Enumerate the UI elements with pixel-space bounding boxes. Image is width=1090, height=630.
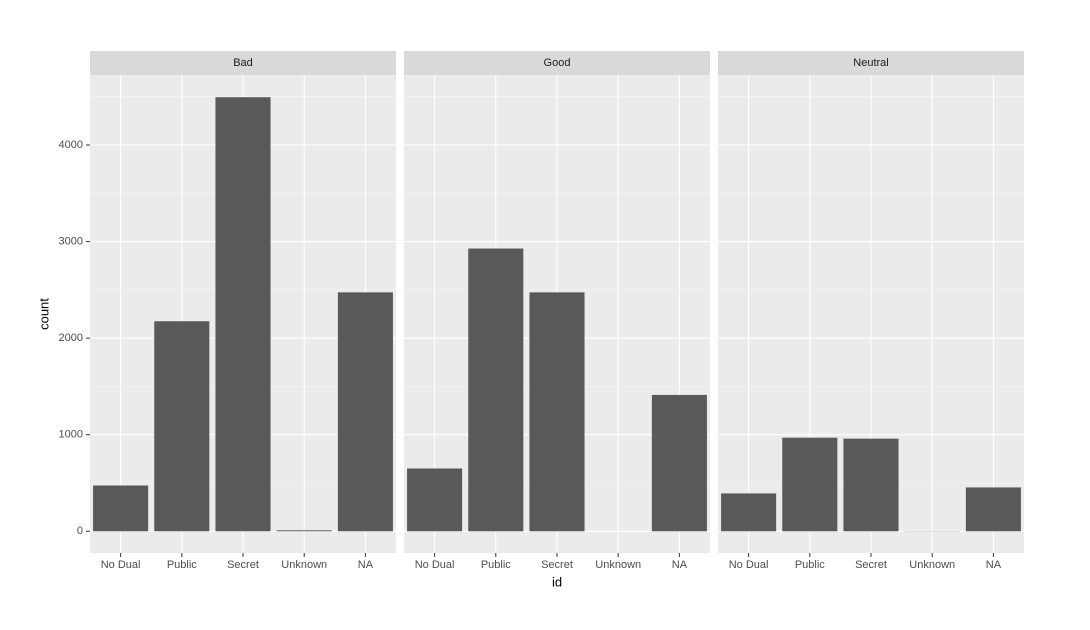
facet-title: Neutral xyxy=(853,57,888,69)
x-axis-title: id xyxy=(552,574,562,589)
y-tick-label: 3000 xyxy=(59,235,83,247)
y-tick-label: 4000 xyxy=(59,139,83,151)
x-tick-label: Public xyxy=(167,559,197,571)
x-tick-label: Secret xyxy=(541,559,573,571)
bar xyxy=(843,438,899,532)
strip xyxy=(718,51,1024,75)
strip xyxy=(90,51,396,75)
bar xyxy=(276,530,332,532)
x-tick-label: NA xyxy=(672,559,688,571)
bar xyxy=(529,292,585,532)
x-tick-label: Public xyxy=(481,559,511,571)
facet-title: Good xyxy=(544,57,571,69)
bar xyxy=(337,292,393,532)
x-tick-label: Public xyxy=(795,559,825,571)
x-tick-label: NA xyxy=(986,559,1002,571)
x-tick-label: NA xyxy=(358,559,374,571)
x-tick-label: Secret xyxy=(855,559,887,571)
x-tick-label: Secret xyxy=(227,559,259,571)
bar xyxy=(721,493,777,532)
bar xyxy=(468,248,524,532)
facet-title: Bad xyxy=(233,57,253,69)
bar xyxy=(782,437,838,532)
x-tick-label: No Dual xyxy=(729,559,769,571)
x-tick-label: No Dual xyxy=(415,559,455,571)
bar xyxy=(215,97,271,532)
y-tick-label: 1000 xyxy=(59,429,83,441)
bar xyxy=(651,394,707,532)
bar xyxy=(93,485,149,532)
x-tick-label: Unknown xyxy=(595,559,641,571)
bar xyxy=(965,487,1021,532)
y-tick-label: 2000 xyxy=(59,332,83,344)
y-tick-label: 0 xyxy=(77,525,83,537)
x-tick-label: Unknown xyxy=(281,559,327,571)
x-tick-label: No Dual xyxy=(101,559,141,571)
bar xyxy=(154,321,210,532)
strip xyxy=(404,51,710,75)
y-axis-title: count xyxy=(36,298,51,330)
bar xyxy=(407,468,463,532)
x-tick-label: Unknown xyxy=(909,559,955,571)
